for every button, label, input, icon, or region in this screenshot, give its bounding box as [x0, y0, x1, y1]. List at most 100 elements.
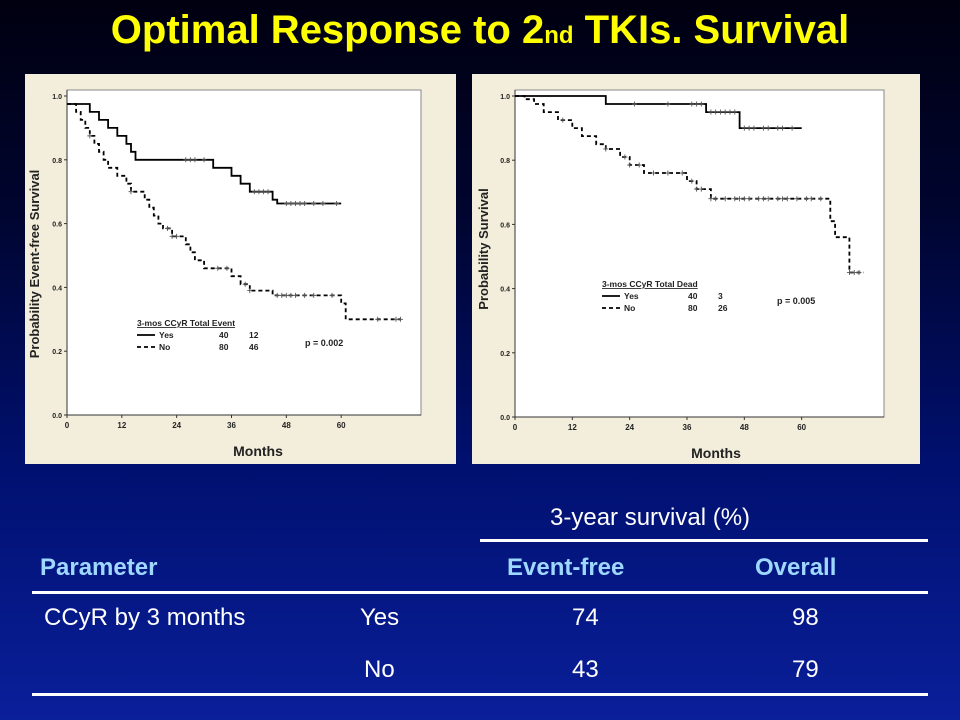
overall-survival-chart: 0.0 0.2 0.4 0.6 0.8 1.0 0 12 24 36 48 60 Months Proba… — [476, 89, 885, 461]
censor-mark — [302, 292, 308, 298]
censor-mark — [727, 109, 733, 115]
y-tick-label: 0.4 — [52, 285, 62, 292]
legend-label: No — [624, 303, 635, 313]
censor-mark — [192, 157, 198, 163]
censor-mark — [775, 196, 781, 202]
x-tick-label: 60 — [797, 423, 806, 432]
plot-frame — [514, 89, 885, 418]
row-1-group: Yes — [360, 604, 400, 631]
censor-mark — [689, 101, 695, 107]
censor-mark — [256, 189, 262, 195]
censor-mark — [292, 201, 298, 207]
censor-mark — [698, 101, 704, 107]
header-overall: Overall — [755, 554, 837, 581]
censor-mark — [560, 117, 566, 123]
censor-mark — [746, 196, 752, 202]
censor-mark — [789, 125, 795, 131]
y-tick-label: 1.0 — [52, 94, 62, 101]
censor-mark — [651, 170, 657, 176]
survival-curve-no — [515, 95, 864, 274]
slide-title: Optimal Response to 2nd TKIs. Survival — [0, 4, 960, 56]
legend-event: 46 — [249, 342, 259, 352]
row-2-event-free: 43 — [572, 656, 599, 683]
censor-mark — [760, 196, 766, 202]
title-main: Optimal Response to 2 — [110, 8, 545, 52]
legend-header: 3-mos CCyR Total Dead — [602, 279, 698, 289]
y-tick-label: 0.2 — [52, 349, 62, 356]
legend-total: 80 — [688, 303, 698, 313]
censor-mark — [603, 146, 609, 152]
legend-label: Yes — [624, 291, 639, 301]
legend: 3-mos CCyR Total Dead Yes 40 3 No 80 26 — [602, 279, 728, 313]
header-parameter: Parameter — [40, 554, 158, 581]
row-1-parameter: CCyR by 3 months — [44, 604, 246, 631]
censor-mark — [713, 109, 719, 115]
censor-mark — [694, 186, 700, 192]
censor-mark — [87, 133, 93, 139]
group-header-rule — [480, 539, 928, 542]
censor-mark — [760, 125, 766, 131]
y-tick-label: 0.2 — [500, 351, 510, 358]
censor-mark — [665, 101, 671, 107]
header-event-free: Event-free — [507, 554, 625, 581]
censor-mark — [732, 109, 738, 115]
title-superscript: nd — [544, 22, 574, 49]
censor-mark — [169, 233, 175, 239]
censor-mark — [274, 292, 280, 298]
plot-frame — [66, 89, 422, 416]
censor-mark — [765, 125, 771, 131]
legend-label: Yes — [159, 330, 174, 340]
censor-mark — [665, 170, 671, 176]
censor-mark — [283, 292, 289, 298]
censor-mark — [689, 178, 695, 184]
x-tick-label: 0 — [65, 421, 70, 430]
y-tick-label: 0.6 — [52, 222, 62, 229]
title-tail: TKIs. Survival — [573, 8, 850, 52]
x-tick-label: 48 — [282, 421, 291, 430]
x-tick-label: 12 — [117, 421, 126, 430]
censor-mark — [803, 196, 809, 202]
censor-mark — [622, 154, 628, 160]
censor-mark — [741, 196, 747, 202]
censor-mark — [808, 196, 814, 202]
censor-mark — [765, 196, 771, 202]
censor-mark — [737, 196, 743, 202]
censor-mark — [320, 201, 326, 207]
censor-mark — [165, 225, 171, 231]
plot-area: 0.0 0.2 0.4 0.6 0.8 1.0 0 12 24 36 48 60 Months Proba… — [476, 89, 885, 461]
plot-area: 0.0 0.2 0.4 0.6 0.8 1.0 0 12 24 36 48 60 Months Proba… — [27, 89, 422, 459]
row-2-overall: 79 — [792, 656, 819, 683]
censor-mark — [183, 157, 189, 163]
censor-mark — [694, 101, 700, 107]
censor-mark — [756, 196, 762, 202]
censor-mark — [708, 109, 714, 115]
censor-mark — [297, 201, 303, 207]
censor-mark — [265, 189, 271, 195]
x-tick-label: 36 — [227, 421, 236, 430]
censor-mark — [174, 233, 180, 239]
bottom-rule — [32, 693, 928, 696]
censor-mark — [292, 292, 298, 298]
x-tick-label: 60 — [337, 421, 346, 430]
y-tick-label: 0.4 — [500, 287, 510, 294]
censor-mark — [631, 101, 637, 107]
censor-mark — [679, 170, 685, 176]
row-2-group: No — [364, 656, 395, 683]
x-tick-label: 48 — [740, 423, 749, 432]
legend-total: 80 — [219, 342, 229, 352]
event-free-survival-panel: 0.0 0.2 0.4 0.6 0.8 1.0 0 12 24 36 48 60 Months Proba… — [25, 74, 456, 464]
censor-mark — [279, 292, 285, 298]
row-1-overall: 98 — [792, 604, 819, 631]
censor-mark — [722, 109, 728, 115]
censor-mark — [393, 316, 399, 322]
x-tick-label: 36 — [683, 423, 692, 432]
censor-mark — [242, 281, 248, 287]
x-axis-label: Months — [691, 445, 741, 461]
p-value: p = 0.005 — [777, 296, 815, 306]
legend-total: 40 — [688, 291, 698, 301]
censor-mark — [780, 125, 786, 131]
censor-mark — [717, 109, 723, 115]
censor-mark — [375, 316, 381, 322]
censor-mark — [636, 162, 642, 168]
event-free-survival-chart: 0.0 0.2 0.4 0.6 0.8 1.0 0 12 24 36 48 60 Months Proba… — [27, 89, 422, 459]
